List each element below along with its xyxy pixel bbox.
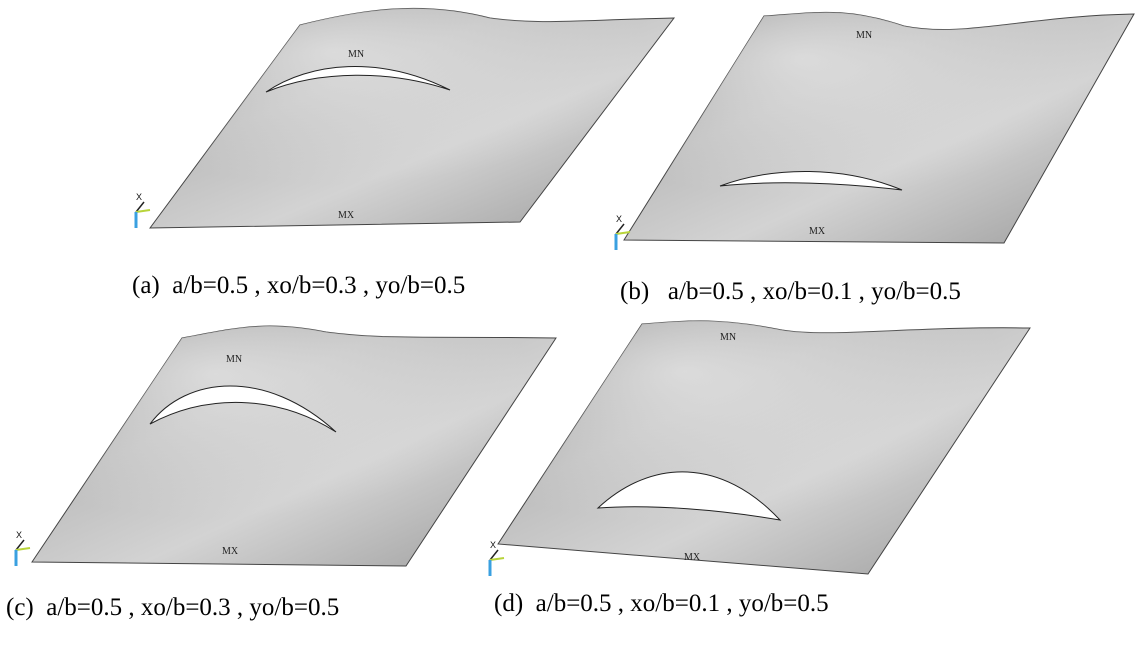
axis-triad-c: X [14, 530, 31, 566]
axis-label-a: X [136, 192, 142, 202]
crack-d [596, 471, 782, 521]
panel-b: MN MX X [604, 8, 1141, 258]
caption-b: (b) a/b=0.5 , xo/b=0.1 , yo/b=0.5 [620, 278, 961, 305]
axis-triad-d: X [488, 540, 505, 576]
plate-a-figure: MN MX X [134, 7, 676, 229]
crack-b [719, 171, 903, 191]
crack-a [265, 66, 451, 93]
panel-c: MN MX X [6, 318, 566, 578]
min-label-b: MN [856, 30, 872, 41]
min-label-c: MN [226, 354, 242, 365]
min-label-a: MN [348, 49, 364, 60]
panel-a: MN MX X [120, 0, 680, 250]
plate-c-figure: MN MX X [14, 325, 557, 567]
axis-label-c: X [16, 530, 22, 540]
plate-b-figure: MN MX X [614, 11, 1135, 250]
panel-d: MN MX X [482, 318, 1037, 588]
max-label-c: MX [222, 546, 239, 557]
axis-label-b: X [616, 214, 622, 224]
max-label-b: MX [809, 226, 826, 237]
crack-c [149, 385, 337, 433]
plate-d-figure: MN MX X [488, 320, 1031, 576]
caption-c: (c) a/b=0.5 , xo/b=0.3 , yo/b=0.5 [6, 594, 340, 621]
axis-triad-a: X [134, 192, 151, 228]
max-label-a: MX [338, 210, 355, 221]
axis-label-d: X [490, 540, 496, 550]
axis-triad-b: X [614, 214, 631, 250]
caption-d: (d) a/b=0.5 , xo/b=0.1 , yo/b=0.5 [494, 590, 829, 617]
min-label-d: MN [720, 332, 736, 343]
max-label-d: MX [684, 552, 701, 563]
caption-a: (a) a/b=0.5 , xo/b=0.3 , yo/b=0.5 [132, 272, 466, 299]
